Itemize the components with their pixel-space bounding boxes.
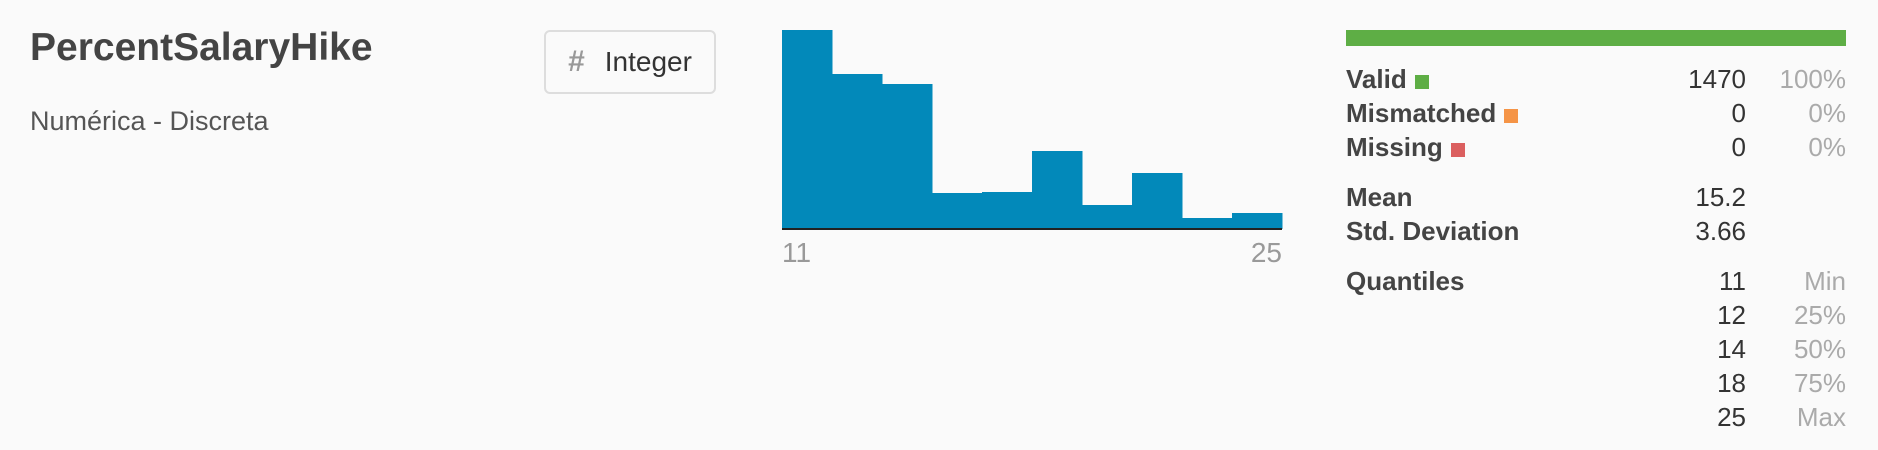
missing-legend-square — [1450, 143, 1465, 157]
quantile-row: 12 25% — [1346, 298, 1846, 332]
histogram-bar[interactable] — [1082, 205, 1133, 229]
quantile-value: 14 — [1717, 334, 1746, 364]
column-subtype: Numérica - Discreta — [30, 106, 269, 136]
quantile-name: 25% — [1793, 300, 1846, 330]
missing-percent: 0% — [1808, 132, 1846, 162]
histogram: 11 25 — [782, 30, 1283, 270]
mean-value: 15.2 — [1695, 182, 1746, 212]
quantile-value: 12 — [1717, 300, 1746, 330]
valid-legend-square — [1414, 75, 1429, 89]
histogram-bar[interactable] — [832, 74, 883, 229]
missing-label: Missing — [1346, 132, 1443, 162]
missing-count: 0 — [1731, 132, 1746, 162]
mean-label: Mean — [1346, 182, 1413, 212]
quantile-value: 11 — [1719, 266, 1746, 296]
quantile-name: Min — [1804, 266, 1846, 296]
quantile-value: 18 — [1717, 368, 1746, 398]
valid-count: 1470 — [1688, 64, 1746, 94]
std-label: Std. Deviation — [1346, 216, 1520, 246]
stats-panel: Valid 1470 100% Mismatched 0 0% Missing … — [1346, 30, 1846, 434]
histogram-bar[interactable] — [1032, 151, 1083, 229]
quantile-name: Max — [1796, 402, 1846, 432]
histogram-bar[interactable] — [1132, 173, 1183, 229]
stat-row-mean: Mean 15.2 — [1346, 180, 1846, 214]
hash-icon: # — [568, 45, 585, 78]
type-label: Integer — [604, 46, 692, 77]
valid-proportion-bar — [1346, 30, 1846, 46]
stat-row-missing: Missing 0 0% — [1346, 130, 1846, 164]
mismatched-label: Mismatched — [1346, 98, 1497, 128]
quantiles-label: Quantiles — [1346, 266, 1465, 296]
histogram-bar[interactable] — [982, 192, 1033, 229]
histogram-bar[interactable] — [1182, 218, 1233, 229]
histogram-min-tick: 11 — [782, 237, 811, 268]
quantile-value: 25 — [1717, 402, 1746, 432]
mismatched-count: 0 — [1731, 98, 1746, 128]
stat-row-valid: Valid 1470 100% — [1346, 62, 1846, 96]
quantile-name: 50% — [1793, 334, 1846, 364]
quantile-row: 25 Max — [1346, 400, 1846, 434]
valid-label: Valid — [1346, 64, 1407, 94]
valid-percent: 100% — [1779, 64, 1847, 94]
quantile-row: 14 50% — [1346, 332, 1846, 366]
mismatched-legend-square — [1504, 109, 1519, 123]
stat-row-std: Std. Deviation 3.66 — [1346, 214, 1846, 248]
type-badge-button[interactable]: # Integer — [544, 30, 716, 94]
mismatched-percent: 0% — [1808, 98, 1846, 128]
std-value: 3.66 — [1695, 216, 1746, 246]
histogram-bar[interactable] — [782, 30, 833, 229]
histogram-bar[interactable] — [882, 84, 933, 229]
histogram-max-tick: 25 — [1251, 237, 1282, 268]
histogram-svg: 11 25 — [782, 30, 1283, 268]
column-header: PercentSalaryHike Numérica - Discreta — [30, 24, 530, 137]
quantile-row: Quantiles 11 Min — [1346, 264, 1846, 298]
quantile-row: 18 75% — [1346, 366, 1846, 400]
histogram-bar[interactable] — [932, 193, 983, 229]
stat-row-mismatched: Mismatched 0 0% — [1346, 96, 1846, 130]
column-name: PercentSalaryHike — [30, 26, 373, 69]
quantile-name: 75% — [1793, 368, 1846, 398]
histogram-bar[interactable] — [1232, 213, 1283, 229]
